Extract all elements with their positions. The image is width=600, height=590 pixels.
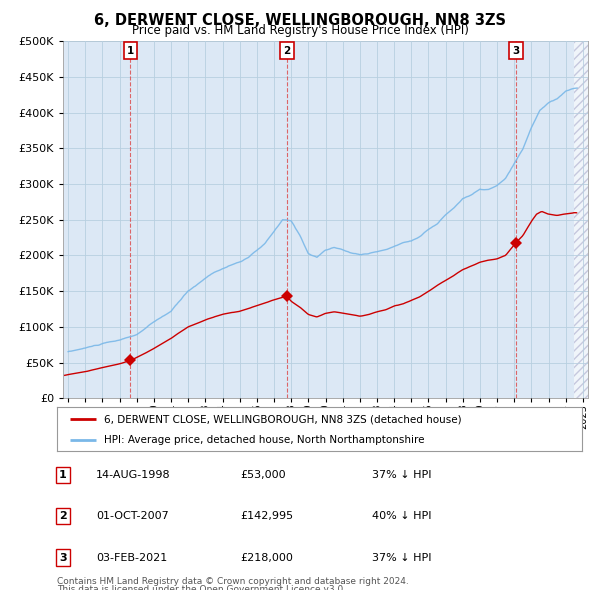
Text: 1: 1 [127,45,134,55]
Text: Contains HM Land Registry data © Crown copyright and database right 2024.: Contains HM Land Registry data © Crown c… [57,577,409,586]
Text: 14-AUG-1998: 14-AUG-1998 [96,470,170,480]
Text: 6, DERWENT CLOSE, WELLINGBOROUGH, NN8 3ZS (detached house): 6, DERWENT CLOSE, WELLINGBOROUGH, NN8 3Z… [104,415,462,424]
Text: 37% ↓ HPI: 37% ↓ HPI [372,553,431,562]
Text: 01-OCT-2007: 01-OCT-2007 [96,512,169,521]
Text: 40% ↓ HPI: 40% ↓ HPI [372,512,431,521]
Text: Price paid vs. HM Land Registry's House Price Index (HPI): Price paid vs. HM Land Registry's House … [131,24,469,37]
Text: 6, DERWENT CLOSE, WELLINGBOROUGH, NN8 3ZS: 6, DERWENT CLOSE, WELLINGBOROUGH, NN8 3Z… [94,13,506,28]
Text: HPI: Average price, detached house, North Northamptonshire: HPI: Average price, detached house, Nort… [104,435,425,445]
Text: This data is licensed under the Open Government Licence v3.0.: This data is licensed under the Open Gov… [57,585,346,590]
Text: 03-FEB-2021: 03-FEB-2021 [96,553,167,562]
Text: £142,995: £142,995 [240,512,293,521]
Text: 2: 2 [59,512,67,521]
Bar [574,41,588,398]
Text: 2: 2 [283,45,290,55]
Text: £218,000: £218,000 [240,553,293,562]
Text: £53,000: £53,000 [240,470,286,480]
Text: 3: 3 [512,45,520,55]
Text: 3: 3 [59,553,67,562]
Text: 1: 1 [59,470,67,480]
Text: 37% ↓ HPI: 37% ↓ HPI [372,470,431,480]
